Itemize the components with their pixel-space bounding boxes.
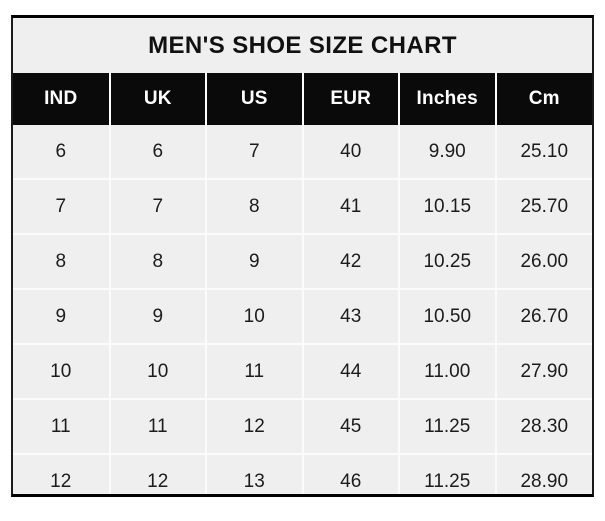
- cell-uk: 7: [109, 179, 207, 235]
- cell-us: 11: [206, 344, 304, 400]
- cell-ind: 11: [13, 399, 111, 455]
- shoe-size-table: IND UK US EUR Inches Cm 6 6 7 40 9.90 25…: [13, 73, 592, 494]
- cell-ind: 6: [13, 125, 111, 180]
- cell-ind: 10: [13, 344, 111, 400]
- cell-uk: 9: [109, 289, 207, 345]
- cell-ind: 8: [13, 234, 111, 290]
- cell-eur: 44: [302, 344, 400, 400]
- cell-eur: 41: [302, 179, 400, 235]
- column-header-eur: EUR: [302, 73, 400, 125]
- cell-uk: 8: [109, 234, 207, 290]
- cell-inches: 10.25: [399, 234, 497, 290]
- column-header-cm: Cm: [495, 73, 592, 125]
- table-row: 6 6 7 40 9.90 25.10: [13, 125, 592, 180]
- column-header-us: US: [206, 73, 304, 125]
- table-row: 10 10 11 44 11.00 27.90: [13, 344, 592, 400]
- cell-inches: 11.00: [399, 344, 497, 400]
- cell-cm: 27.90: [495, 344, 592, 400]
- cell-ind: 9: [13, 289, 111, 345]
- table-row: 12 12 13 46 11.25 28.90: [13, 454, 592, 494]
- cell-cm: 26.00: [495, 234, 592, 290]
- cell-ind: 7: [13, 179, 111, 235]
- cell-inches: 9.90: [399, 125, 497, 180]
- table-row: 11 11 12 45 11.25 28.30: [13, 399, 592, 455]
- cell-eur: 45: [302, 399, 400, 455]
- cell-cm: 25.10: [495, 125, 592, 180]
- table-header-row: IND UK US EUR Inches Cm: [13, 73, 592, 125]
- table-body: 6 6 7 40 9.90 25.10 7 7 8 41 10.15 25.70…: [13, 125, 592, 494]
- cell-eur: 43: [302, 289, 400, 345]
- cell-inches: 11.25: [399, 399, 497, 455]
- cell-cm: 25.70: [495, 179, 592, 235]
- cell-uk: 11: [109, 399, 207, 455]
- cell-ind: 12: [13, 454, 111, 494]
- cell-cm: 28.30: [495, 399, 592, 455]
- table-row: 8 8 9 42 10.25 26.00: [13, 234, 592, 290]
- cell-us: 8: [206, 179, 304, 235]
- cell-uk: 6: [109, 125, 207, 180]
- cell-cm: 28.90: [495, 454, 592, 494]
- page-title: MEN'S SHOE SIZE CHART: [148, 31, 457, 59]
- size-chart-container: MEN'S SHOE SIZE CHART IND UK US EUR Inch…: [11, 15, 594, 497]
- cell-inches: 11.25: [399, 454, 497, 494]
- cell-inches: 10.15: [399, 179, 497, 235]
- cell-eur: 42: [302, 234, 400, 290]
- cell-us: 12: [206, 399, 304, 455]
- cell-cm: 26.70: [495, 289, 592, 345]
- column-header-inches: Inches: [399, 73, 497, 125]
- cell-uk: 12: [109, 454, 207, 494]
- cell-inches: 10.50: [399, 289, 497, 345]
- table-row: 7 7 8 41 10.15 25.70: [13, 179, 592, 235]
- cell-us: 9: [206, 234, 304, 290]
- cell-uk: 10: [109, 344, 207, 400]
- table-header: IND UK US EUR Inches Cm: [13, 73, 592, 125]
- column-header-ind: IND: [13, 73, 111, 125]
- cell-us: 13: [206, 454, 304, 494]
- cell-eur: 46: [302, 454, 400, 494]
- cell-us: 10: [206, 289, 304, 345]
- table-row: 9 9 10 43 10.50 26.70: [13, 289, 592, 345]
- cell-us: 7: [206, 125, 304, 180]
- chart-title-band: MEN'S SHOE SIZE CHART: [13, 18, 592, 73]
- cell-eur: 40: [302, 125, 400, 180]
- column-header-uk: UK: [109, 73, 207, 125]
